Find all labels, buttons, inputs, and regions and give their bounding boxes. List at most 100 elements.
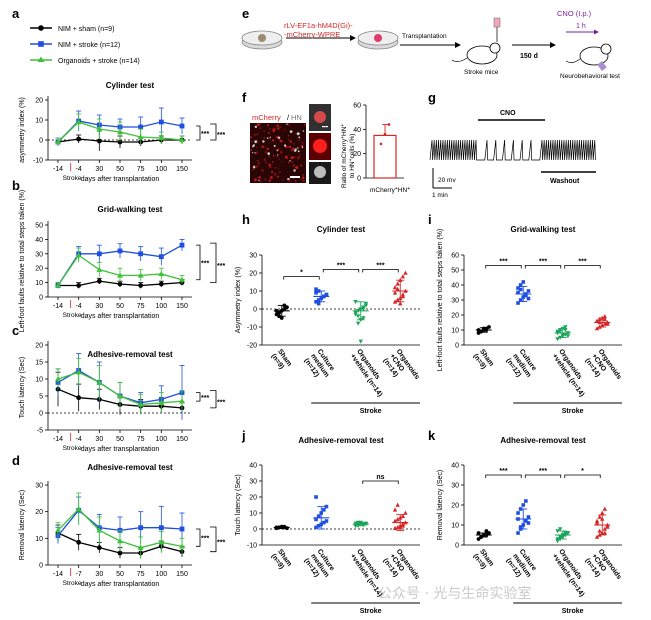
- speckle-dot: [259, 123, 261, 125]
- chart-title: Adhesive-removal test: [298, 436, 384, 445]
- speckle-dot: [297, 147, 299, 149]
- speckle-dot: [251, 152, 254, 154]
- x-axis-label: days after transplantation: [81, 176, 160, 183]
- data-point: [314, 525, 318, 530]
- speckle-dot: [286, 123, 288, 125]
- data-point: [557, 535, 563, 540]
- ratio-sup-3: +: [348, 158, 354, 161]
- stroke-group-label: Stroke: [562, 608, 584, 615]
- data-point: [392, 518, 398, 523]
- ratio-ylabel-2: to HN+cells (%): [348, 134, 356, 178]
- data-point: [555, 337, 560, 342]
- data-point: [605, 524, 610, 529]
- speckle-dot: [254, 178, 257, 182]
- virus-label-2: -mCherry-WPRE: [284, 30, 340, 39]
- data-point: [602, 506, 608, 511]
- data-point: [316, 514, 321, 518]
- y-tick-label: 10: [35, 280, 43, 287]
- x-tick-label: 50: [116, 436, 124, 443]
- speckle-dot: [287, 161, 290, 164]
- speckle-dot: [292, 147, 295, 151]
- hn-sep: /: [287, 113, 290, 122]
- sig-label-1: ***: [201, 131, 209, 138]
- data-point: [524, 519, 528, 523]
- speckle-dot: [261, 169, 264, 172]
- data-point: [563, 325, 568, 330]
- speckle-dot: [254, 165, 258, 168]
- speckle-dot: [290, 160, 294, 163]
- y-tick-label: 20: [451, 503, 459, 510]
- y-tick-label: 0: [39, 138, 43, 145]
- data-point: [594, 534, 600, 539]
- schematic-panel: rLV-EF1a-hM4D(Gi)- -mCherry-WPRE Transpl…: [241, 9, 620, 80]
- data-point: [521, 503, 526, 507]
- x-tick-label: 100: [155, 166, 167, 173]
- data-point: [563, 531, 568, 536]
- data-point: [563, 328, 568, 333]
- speckle-dot: [295, 133, 297, 135]
- dish-organoid-1: [241, 30, 283, 50]
- speckle-dot: [283, 144, 287, 147]
- sig-bracket: [524, 474, 562, 478]
- y-tick-label: 0: [253, 307, 257, 314]
- f-point: [379, 142, 383, 146]
- data-point: [55, 527, 61, 533]
- speckle-dot: [293, 142, 295, 145]
- f-y-tick-label: 60: [353, 103, 361, 110]
- data-point: [314, 495, 318, 499]
- mouse-icon-1: [451, 17, 501, 65]
- data-point: [392, 285, 398, 290]
- data-point: [403, 270, 408, 275]
- data-point: [516, 301, 520, 305]
- speckle-dot: [267, 152, 271, 155]
- speckle-dot: [274, 167, 277, 169]
- sig-label-2: ***: [217, 132, 225, 139]
- data-point: [597, 528, 602, 533]
- chart-title: Grid-walking test: [98, 205, 163, 214]
- data-point: [395, 286, 400, 291]
- y-tick-label: 30: [451, 483, 459, 490]
- speckle-dot: [276, 124, 279, 127]
- data-point: [594, 326, 600, 331]
- speckle-dot: [278, 167, 280, 170]
- speckle-dot: [269, 176, 273, 179]
- speckle-dot: [284, 128, 286, 130]
- data-point: [96, 545, 102, 551]
- data-point: [324, 292, 329, 297]
- data-point: [137, 134, 144, 140]
- speckle-dot: [303, 123, 307, 126]
- y-tick-label: 10: [249, 289, 257, 296]
- stroke-marker-label: Stroke: [63, 312, 82, 319]
- speckle-dot: [263, 158, 267, 162]
- data-point: [76, 539, 82, 545]
- chart-title: Adhesive-removal test: [87, 350, 173, 359]
- data-point: [487, 325, 491, 329]
- speckle-dot: [294, 166, 298, 169]
- speckle-dot: [276, 149, 278, 152]
- data-point: [516, 286, 520, 290]
- chart-removal-line: 0 10 20 30 -14 -7 30 50 75 100 150 days after trans…: [19, 463, 225, 588]
- legend-label-organoids: Organoids + stroke (n=14): [58, 58, 140, 65]
- data-point: [524, 499, 528, 503]
- data-point: [557, 329, 563, 334]
- stroke-group-label: Stroke: [360, 608, 382, 615]
- y-tick-label: 40: [35, 237, 43, 244]
- speckle-dot: [254, 125, 258, 128]
- speckle-dot: [271, 170, 274, 173]
- speckle-dot: [276, 155, 279, 158]
- ratio-xlabel-hn: HN: [398, 187, 408, 194]
- speckle-dot: [259, 180, 262, 183]
- chart-title: Cylinder test: [317, 225, 366, 234]
- speckle-dot: [301, 146, 304, 149]
- stroke-marker-label: Stroke: [63, 175, 82, 182]
- sig-label: *: [300, 270, 303, 277]
- chart-title: Adhesive-removal test: [87, 463, 173, 472]
- sig-label: ***: [499, 468, 507, 475]
- data-point: [96, 251, 102, 257]
- category-label: Culturemedium(n=12): [505, 548, 539, 583]
- speckle-dot: [288, 139, 290, 141]
- data-point: [117, 281, 123, 287]
- y-tick-label: 10: [249, 511, 257, 518]
- microscopy-image-main: [250, 123, 306, 183]
- speckle-dot: [273, 144, 276, 147]
